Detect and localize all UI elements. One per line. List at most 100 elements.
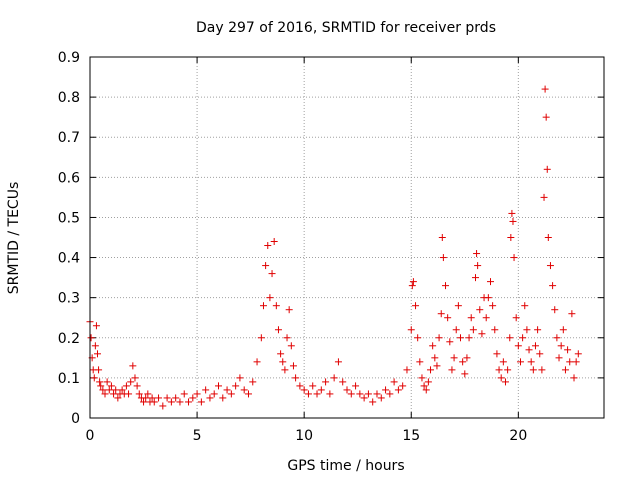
data-point <box>317 386 325 394</box>
data-point <box>574 350 582 358</box>
data-point <box>326 390 334 398</box>
y-tick-label: 0.2 <box>58 331 80 347</box>
data-point <box>270 238 278 246</box>
data-point <box>322 378 330 386</box>
data-point <box>544 234 552 241</box>
data-point <box>313 390 321 398</box>
data-point <box>510 254 518 262</box>
data-point <box>114 394 122 402</box>
data-point <box>95 366 103 374</box>
data-point <box>122 382 130 390</box>
data-point <box>101 390 109 398</box>
data-point <box>296 382 304 390</box>
data-point <box>257 334 265 342</box>
data-point <box>193 390 201 398</box>
data-point <box>452 326 460 334</box>
x-tick-label: 10 <box>295 428 313 444</box>
data-point <box>412 302 420 310</box>
data-point <box>360 394 368 402</box>
data-point <box>495 366 503 374</box>
y-tick-label: 0.5 <box>58 210 80 226</box>
data-point <box>236 374 244 382</box>
data-point <box>566 358 574 366</box>
data-point <box>542 113 550 121</box>
data-point <box>150 398 158 406</box>
axis-ticks: 0 0.1 0.2 0.3 0.4 0.5 0.6 0.7 0.8 0.9 0 5 10 15 20 <box>58 50 604 444</box>
data-point <box>416 358 424 366</box>
data-point <box>289 362 297 370</box>
data-point <box>334 358 342 366</box>
data-point <box>561 366 569 374</box>
data-point <box>407 326 415 334</box>
data-point <box>185 398 193 406</box>
data-point <box>125 390 133 398</box>
data-point <box>110 390 118 398</box>
data-point <box>403 366 411 374</box>
data-point <box>467 314 475 322</box>
data-point <box>431 354 439 362</box>
data-point <box>509 217 517 225</box>
data-point <box>133 382 141 390</box>
data-point <box>478 330 486 338</box>
data-point <box>570 374 578 382</box>
data-point <box>253 358 261 366</box>
data-point <box>499 358 507 366</box>
data-point <box>382 386 390 394</box>
data-point <box>264 242 272 250</box>
y-tick-label: 0 <box>71 411 80 427</box>
data-point <box>551 306 559 314</box>
data-point <box>118 386 126 394</box>
data-point <box>91 342 99 350</box>
data-point <box>459 358 467 366</box>
data-point <box>572 358 580 366</box>
data-point <box>474 262 482 270</box>
data-points <box>86 85 582 410</box>
x-axis-label: GPS time / hours <box>287 458 404 474</box>
data-point <box>283 334 291 342</box>
data-point <box>450 354 458 362</box>
data-point <box>279 358 287 366</box>
data-point <box>90 374 98 382</box>
data-point <box>516 358 524 366</box>
data-point <box>439 254 447 262</box>
data-point <box>274 326 282 334</box>
data-point <box>364 390 372 398</box>
data-point <box>142 394 150 402</box>
data-point <box>442 282 450 290</box>
data-point <box>472 274 479 282</box>
data-point <box>529 366 537 374</box>
data-point <box>457 334 465 342</box>
data-point <box>304 390 312 398</box>
data-point <box>266 294 274 302</box>
data-point <box>504 366 512 374</box>
data-point <box>206 394 214 402</box>
data-point <box>215 382 222 390</box>
data-point <box>484 294 492 302</box>
data-point <box>394 386 402 394</box>
data-point <box>531 342 539 350</box>
data-point <box>437 310 445 318</box>
data-point <box>461 370 469 378</box>
data-point <box>476 306 484 314</box>
data-point <box>420 382 428 390</box>
data-point <box>534 326 542 334</box>
data-point <box>330 374 338 382</box>
data-point <box>493 350 501 358</box>
data-point <box>373 390 381 398</box>
y-tick-label: 0.6 <box>58 170 80 186</box>
data-point <box>167 398 175 406</box>
data-point <box>435 334 443 342</box>
grid <box>90 57 604 418</box>
data-point <box>422 386 430 394</box>
data-point <box>418 374 426 382</box>
data-point <box>176 398 184 406</box>
data-point <box>87 334 95 342</box>
data-point <box>414 334 422 342</box>
y-tick-label: 0.9 <box>58 50 80 66</box>
data-point <box>519 334 527 342</box>
data-point <box>268 270 276 278</box>
y-axis-label: SRMTID / TECUs <box>6 182 22 295</box>
x-tick-label: 5 <box>193 428 202 444</box>
data-point <box>356 390 364 398</box>
data-point <box>543 165 551 173</box>
